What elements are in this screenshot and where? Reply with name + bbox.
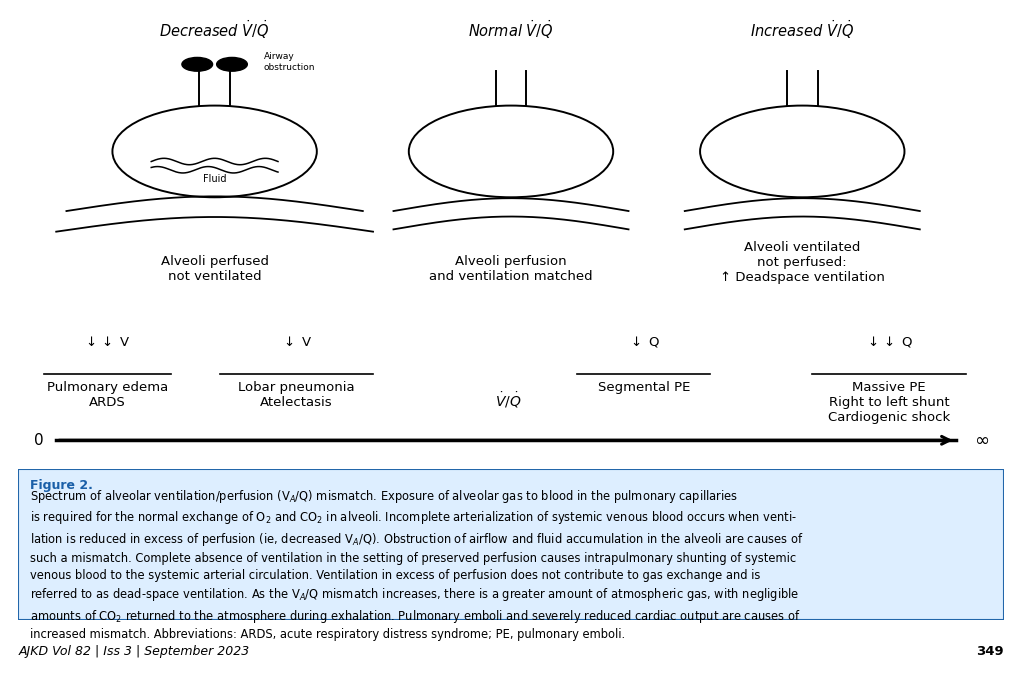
Text: $\dot{V}/\dot{Q}$: $\dot{V}/\dot{Q}$: [495, 391, 521, 410]
Text: Normal $\dot{V}/\dot{Q}$: Normal $\dot{V}/\dot{Q}$: [468, 18, 554, 41]
Text: Lobar pneumonia
Atelectasis: Lobar pneumonia Atelectasis: [238, 381, 355, 409]
Text: Fluid: Fluid: [203, 174, 226, 184]
Text: 0: 0: [34, 433, 44, 448]
FancyBboxPatch shape: [18, 469, 1004, 620]
Text: Airway
obstruction: Airway obstruction: [264, 52, 315, 71]
Text: Figure 2.: Figure 2.: [31, 479, 93, 492]
Text: Spectrum of alveolar ventilation/perfusion (V$_A$/Q) mismatch. Exposure of alveo: Spectrum of alveolar ventilation/perfusi…: [31, 488, 803, 641]
Text: Alveoli perfused
not ventilated: Alveoli perfused not ventilated: [160, 255, 269, 283]
Circle shape: [182, 57, 213, 71]
Text: Increased $\dot{V}/\dot{Q}$: Increased $\dot{V}/\dot{Q}$: [750, 18, 854, 41]
Circle shape: [217, 57, 247, 71]
Text: Decreased $\dot{V}/\dot{Q}$: Decreased $\dot{V}/\dot{Q}$: [159, 18, 270, 41]
Text: Massive PE
Right to left shunt
Cardiogenic shock: Massive PE Right to left shunt Cardiogen…: [828, 381, 950, 424]
Text: $\downarrow$ Q: $\downarrow$ Q: [628, 334, 660, 349]
Text: $\infty$: $\infty$: [974, 431, 988, 449]
Text: AJKD Vol 82 | Iss 3 | September 2023: AJKD Vol 82 | Iss 3 | September 2023: [18, 645, 249, 658]
Text: $\downarrow\downarrow$ Q: $\downarrow\downarrow$ Q: [865, 334, 914, 349]
Text: Pulmonary edema
ARDS: Pulmonary edema ARDS: [47, 381, 168, 409]
Text: $\downarrow\downarrow$ V: $\downarrow\downarrow$ V: [84, 335, 131, 349]
Text: $\downarrow$ V: $\downarrow$ V: [281, 335, 312, 349]
Text: Alveoli ventilated
not perfused:
↑ Deadspace ventilation: Alveoli ventilated not perfused: ↑ Deads…: [719, 241, 885, 284]
Text: Alveoli perfusion
and ventilation matched: Alveoli perfusion and ventilation matche…: [429, 255, 593, 283]
Text: Segmental PE: Segmental PE: [598, 381, 690, 393]
Text: 349: 349: [976, 645, 1004, 658]
